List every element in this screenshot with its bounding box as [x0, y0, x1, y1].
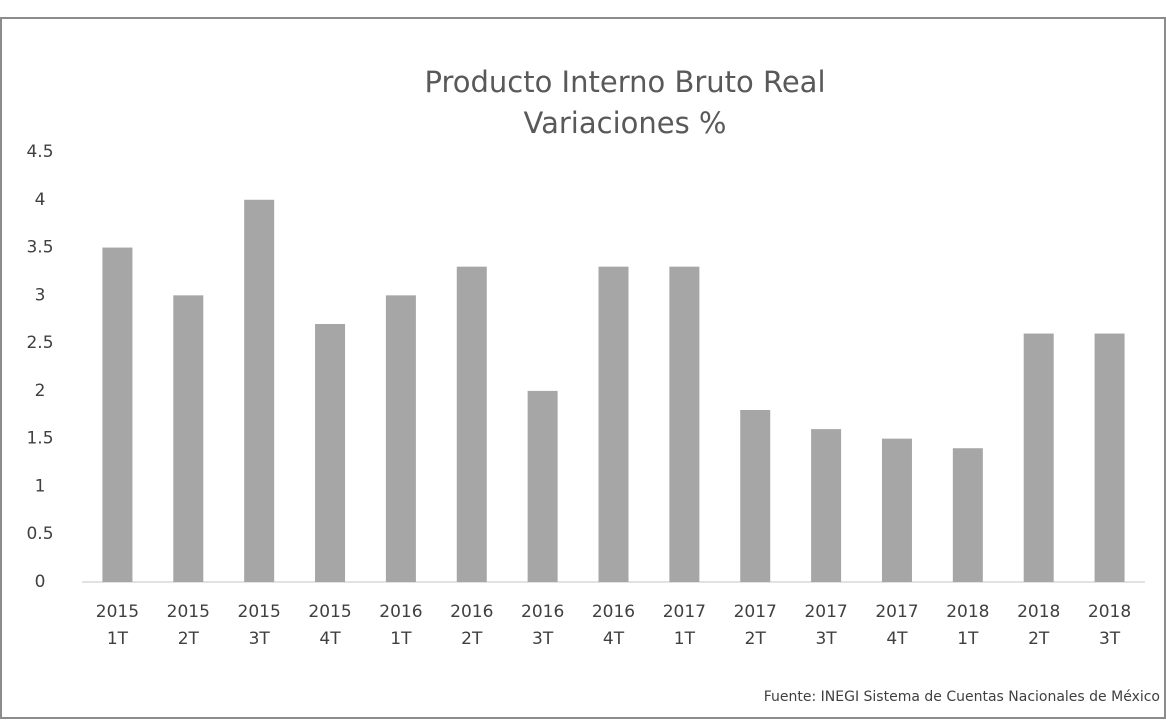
bar [952, 448, 983, 582]
x-tick-label: 2016 4T [592, 602, 635, 649]
y-tick-label: 0.5 [26, 524, 53, 544]
bar [740, 410, 771, 582]
x-tick-label: 2016 1T [379, 602, 422, 649]
x-tick-label: 2018 2T [1017, 602, 1060, 649]
bar [1023, 333, 1054, 582]
bar [102, 247, 133, 583]
bar [527, 390, 558, 582]
y-tick-label: 4.5 [26, 142, 53, 162]
x-tick-label: 2016 3T [521, 602, 564, 649]
x-tick-label: 2015 3T [238, 602, 281, 649]
y-tick-label: 4 [35, 190, 46, 210]
bar [881, 438, 912, 582]
bar [456, 266, 487, 582]
y-tick-label: 3.5 [26, 238, 53, 258]
bar [598, 266, 629, 582]
x-tick-label: 2015 4T [308, 602, 351, 649]
x-tick-label: 2017 2T [734, 602, 777, 649]
y-tick-label: 2.5 [26, 333, 53, 353]
y-tick-label: 0 [35, 572, 46, 592]
x-tick-label: 2018 1T [946, 602, 989, 649]
x-tick-label: 2017 1T [663, 602, 706, 649]
chart-title: Producto Interno Bruto Real [424, 65, 825, 99]
x-tick-label: 2016 2T [450, 602, 493, 649]
source-note: Fuente: INEGI Sistema de Cuentas Naciona… [764, 689, 1160, 705]
y-tick-label: 1 [35, 476, 46, 496]
bar [385, 295, 416, 582]
x-tick-label: 2015 1T [96, 602, 139, 649]
bar [315, 324, 346, 582]
bar [244, 199, 275, 582]
x-tick-label: 2015 2T [167, 602, 210, 649]
y-tick-label: 3 [35, 285, 46, 305]
bar [173, 295, 204, 582]
y-tick-label: 1.5 [26, 429, 53, 449]
bar [811, 429, 842, 582]
y-tick-label: 2 [35, 381, 46, 401]
x-tick-label: 2017 3T [804, 602, 847, 649]
x-tick-label: 2018 3T [1088, 602, 1131, 649]
bar [1094, 333, 1125, 582]
bar [669, 266, 700, 582]
x-tick-label: 2017 4T [875, 602, 918, 649]
chart-subtitle: Variaciones % [524, 106, 727, 140]
